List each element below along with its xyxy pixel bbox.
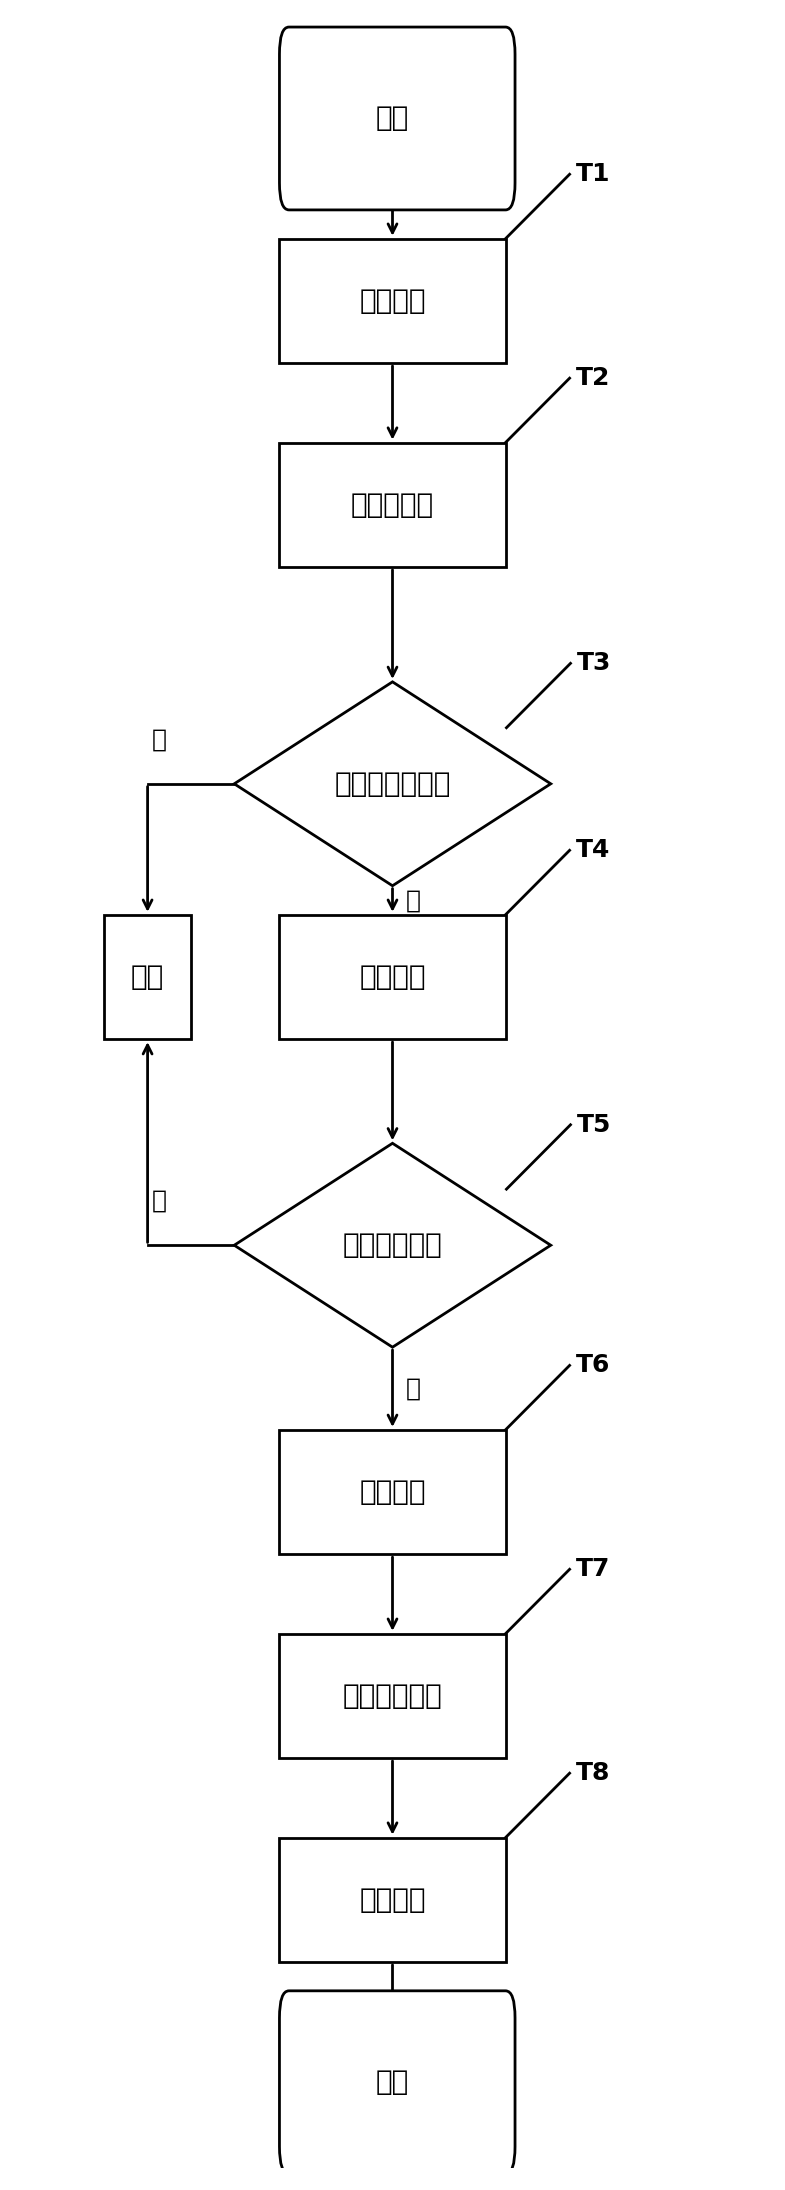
Text: 否: 否 <box>152 727 166 751</box>
Text: T2: T2 <box>575 366 610 390</box>
Text: T1: T1 <box>575 162 610 186</box>
Text: 舍弃: 舍弃 <box>131 964 164 990</box>
Bar <box>279 442 506 567</box>
FancyBboxPatch shape <box>279 26 515 210</box>
Bar <box>279 1430 506 1555</box>
Text: T7: T7 <box>575 1557 610 1581</box>
Text: 参数计算: 参数计算 <box>360 1478 425 1507</box>
Bar <box>279 1634 506 1759</box>
Text: T8: T8 <box>575 1761 610 1785</box>
Polygon shape <box>234 1143 551 1347</box>
Bar <box>104 915 191 1040</box>
Text: 安静睡眠识别: 安静睡眠识别 <box>342 1682 443 1710</box>
Bar <box>279 1837 506 1962</box>
Text: 是: 是 <box>406 1378 421 1399</box>
Bar <box>279 915 506 1040</box>
Text: 开始: 开始 <box>376 105 409 131</box>
Text: T3: T3 <box>576 650 611 675</box>
Text: T4: T4 <box>575 839 610 863</box>
FancyBboxPatch shape <box>279 1991 515 2175</box>
Text: T5: T5 <box>576 1113 611 1137</box>
Text: T6: T6 <box>575 1353 610 1378</box>
Text: 结果输出: 结果输出 <box>360 1886 425 1914</box>
Polygon shape <box>234 681 551 885</box>
Text: 减速识别: 减速识别 <box>360 964 425 990</box>
Text: 信号预处理: 信号预处理 <box>351 491 434 519</box>
Text: 有效信号判断: 有效信号判断 <box>342 1231 443 1259</box>
Bar <box>279 239 506 364</box>
Text: 是: 是 <box>406 889 421 913</box>
Text: 信号输入: 信号输入 <box>360 287 425 315</box>
Text: 结束: 结束 <box>376 2067 409 2096</box>
Text: 丢失率低于阈值: 丢失率低于阈值 <box>334 771 451 797</box>
Text: 否: 否 <box>152 1189 166 1213</box>
